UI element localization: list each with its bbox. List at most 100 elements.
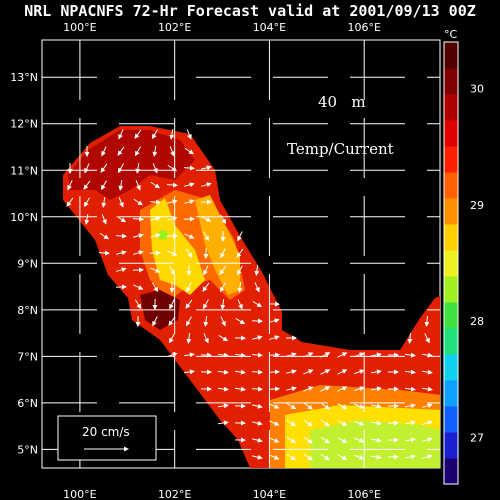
current-vector [150, 216, 161, 222]
current-vector [252, 437, 263, 443]
current-vector [251, 352, 263, 358]
colorbar-swatch [444, 302, 458, 329]
current-vector [101, 146, 107, 157]
colorbar-swatch [444, 328, 458, 355]
colorbar-swatch [444, 94, 458, 121]
current-vector [237, 299, 243, 310]
current-vector [337, 386, 348, 392]
current-vector [421, 352, 433, 358]
current-vector [219, 214, 227, 225]
current-vector [268, 352, 280, 358]
current-vector [118, 129, 124, 140]
current-vector [235, 317, 246, 325]
current-vector [303, 369, 314, 375]
current-vector [132, 216, 144, 222]
scale-arrow-label: 20 cm/s [82, 425, 130, 439]
current-vector [251, 386, 263, 392]
lat-tick-label: 8°N [17, 304, 38, 317]
current-vector [203, 333, 209, 344]
current-vector [303, 436, 313, 444]
current-vector [237, 231, 243, 242]
lon-tick-label: 104°E [253, 21, 286, 34]
current-vector [337, 369, 348, 375]
lat-tick-label: 6°N [17, 397, 38, 410]
current-vector [286, 402, 297, 410]
current-vector [217, 352, 229, 358]
current-vector [269, 335, 280, 341]
colorbar-swatch [444, 276, 458, 303]
current-vector [354, 352, 365, 358]
current-vector [220, 248, 226, 259]
current-vector [151, 282, 159, 293]
current-vector [404, 437, 416, 443]
current-vector [404, 454, 416, 460]
current-vector [354, 403, 365, 409]
current-vector [421, 369, 433, 375]
chart-title: NRL NPACNFS 72-Hr Forecast valid at 2001… [24, 2, 476, 20]
colorbar-swatch [444, 172, 458, 199]
current-vector [167, 216, 178, 222]
current-vector [134, 129, 142, 139]
current-vector [370, 352, 382, 358]
current-vector [217, 369, 229, 375]
lon-tick-label: 100°E [63, 21, 96, 34]
current-vector [422, 454, 433, 460]
current-vector [217, 420, 229, 426]
colorbar-swatch [444, 354, 458, 381]
current-vector [167, 250, 178, 256]
current-vector [203, 299, 209, 310]
colorbar-swatch [444, 432, 458, 459]
current-vector [220, 316, 226, 327]
current-vector [133, 233, 144, 239]
current-vector [186, 129, 192, 140]
current-vector [135, 162, 141, 174]
current-vector [183, 369, 195, 375]
colorbar-swatch [444, 250, 458, 277]
current-vector [219, 265, 227, 275]
lon-tick-label: 106°E [347, 488, 380, 500]
current-vector [354, 369, 365, 375]
current-vector [303, 453, 313, 461]
current-vector [201, 182, 212, 188]
field-label: Temp/Current [287, 140, 394, 158]
current-vector [424, 315, 430, 327]
current-vector [83, 197, 90, 208]
lat-tick-label: 11°N [10, 164, 38, 177]
current-vector [422, 403, 433, 409]
sst-sw-patch [61, 470, 89, 486]
current-vector [66, 197, 74, 207]
sst-yellow-core [150, 198, 205, 295]
current-vector [320, 402, 330, 410]
current-vector [118, 197, 124, 208]
current-vector [252, 403, 263, 409]
current-vector [422, 437, 433, 443]
current-vector [220, 298, 226, 310]
current-vector [98, 250, 110, 256]
current-vector [100, 163, 108, 173]
lat-tick-label: 12°N [10, 118, 38, 131]
current-vector [370, 437, 382, 443]
current-vector [184, 182, 195, 188]
current-vector [354, 386, 365, 392]
current-vector [303, 352, 314, 358]
current-vector [169, 146, 175, 157]
current-vector [237, 281, 243, 293]
current-vector [422, 420, 433, 426]
current-vector [101, 214, 107, 225]
lat-tick-label: 13°N [10, 71, 38, 84]
current-vector [320, 369, 331, 375]
current-vector [169, 299, 175, 310]
colorbar-swatch [444, 224, 458, 251]
lon-tick-label: 104°E [253, 488, 286, 500]
current-vector [84, 163, 90, 174]
current-vector [167, 164, 178, 172]
current-vector [150, 181, 161, 189]
current-vector [99, 232, 110, 240]
lat-tick-labels: 5°N 6°N 7°N 8°N 9°N 10°N 11°N 12°N 13°N [10, 71, 38, 456]
current-vector [151, 129, 158, 140]
lon-tick-labels-top: 100°E 102°E 104°E 106°E [63, 21, 381, 34]
current-vector [286, 436, 297, 444]
colorbar-swatch [444, 146, 458, 173]
current-vector [186, 282, 192, 293]
colorbar-tick-label: 30 [470, 83, 484, 96]
